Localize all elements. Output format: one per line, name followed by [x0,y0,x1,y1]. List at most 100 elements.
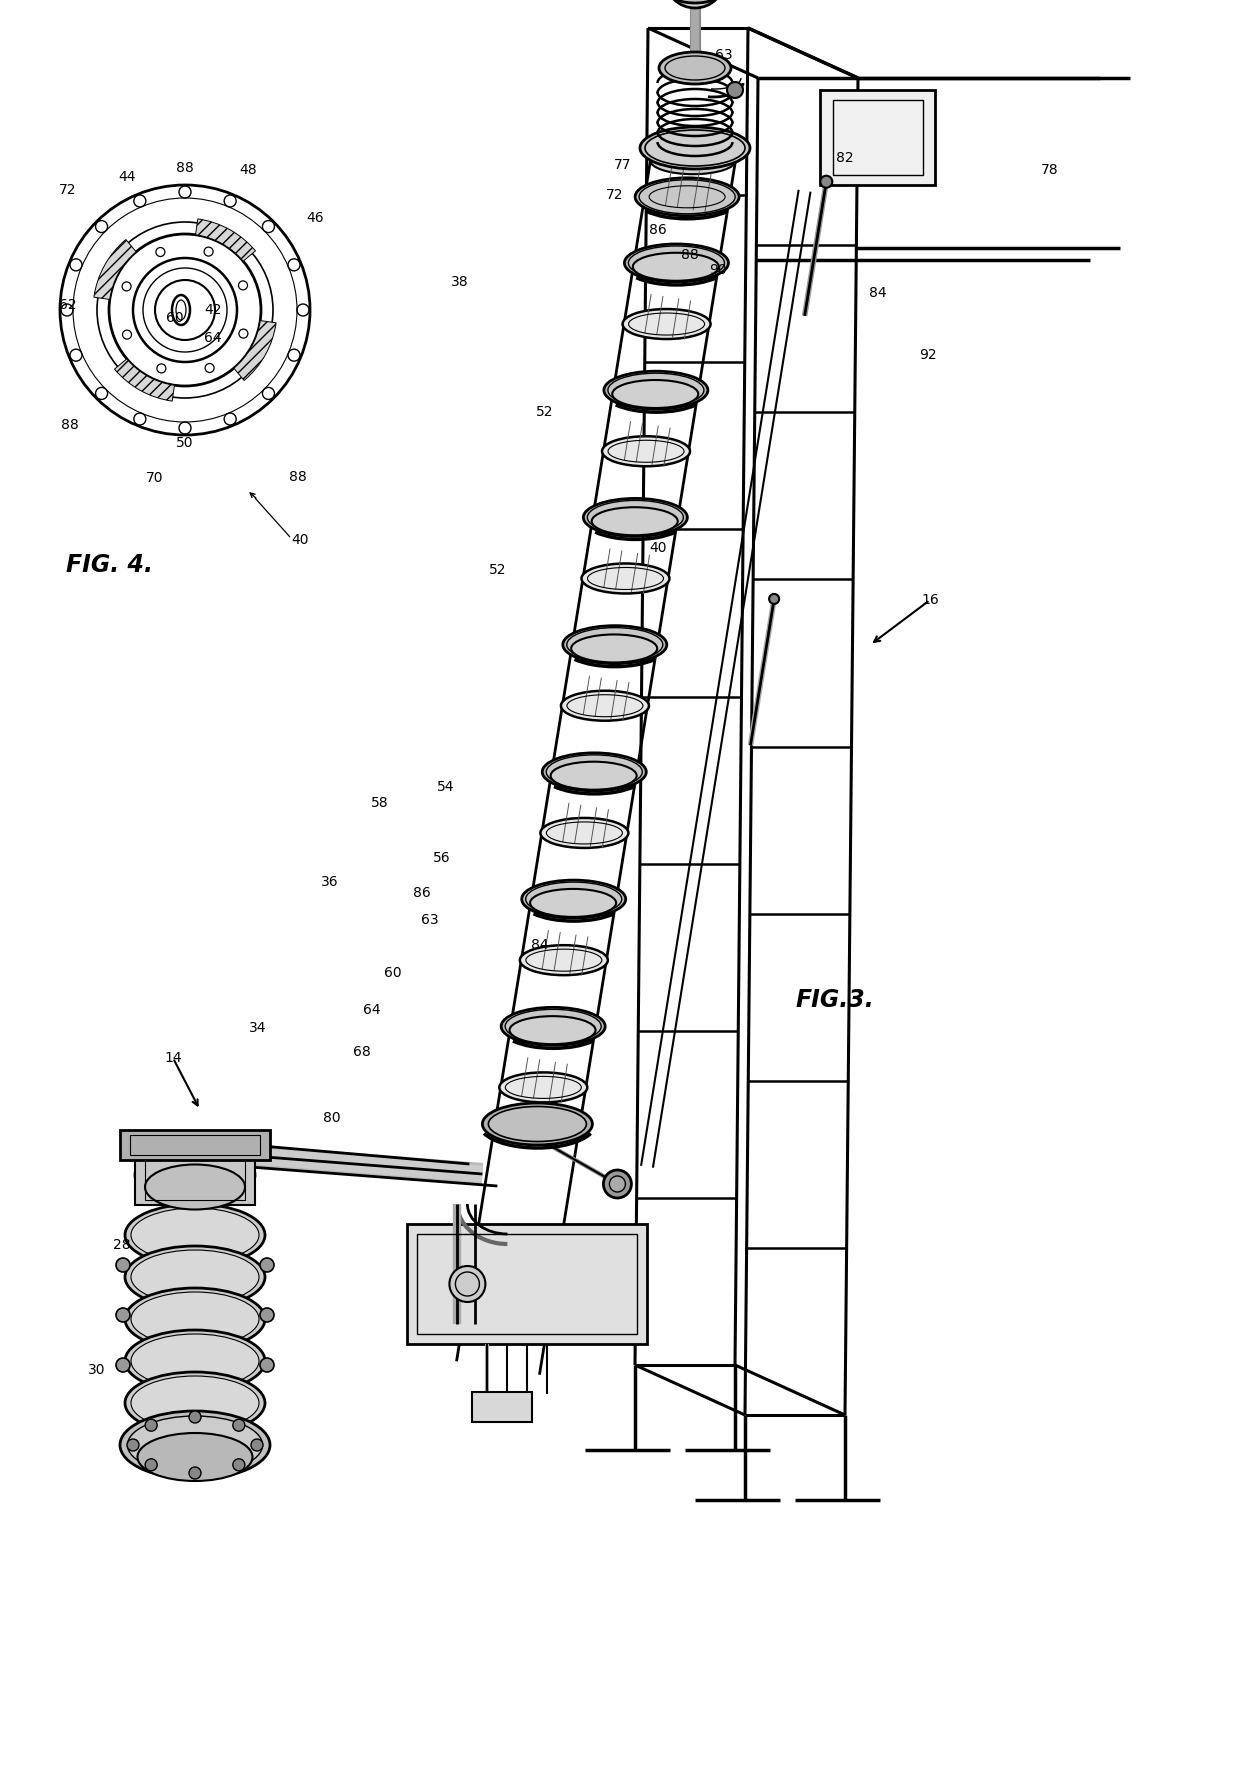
Text: 63: 63 [715,48,733,62]
Text: 36: 36 [321,876,339,890]
Ellipse shape [522,881,626,918]
Text: 63: 63 [422,913,439,927]
Bar [472,1392,532,1422]
Ellipse shape [131,1334,259,1389]
Text: 64: 64 [205,331,222,345]
Text: 48: 48 [239,163,257,177]
Ellipse shape [131,1376,259,1429]
Ellipse shape [505,1010,601,1044]
Text: 44: 44 [118,170,135,184]
Ellipse shape [125,1205,265,1267]
Ellipse shape [582,564,670,593]
Ellipse shape [632,253,719,281]
Ellipse shape [145,1164,246,1210]
Ellipse shape [141,1150,249,1201]
Ellipse shape [120,1412,270,1479]
Circle shape [821,175,832,188]
Ellipse shape [542,754,646,791]
Ellipse shape [645,129,745,166]
Ellipse shape [510,1015,595,1044]
Ellipse shape [520,945,608,975]
Wedge shape [196,219,255,262]
Text: 88: 88 [176,161,193,175]
Bar [120,1130,270,1160]
Text: 74: 74 [688,69,706,83]
Text: 82: 82 [836,150,854,165]
Ellipse shape [640,127,750,170]
Text: 88: 88 [289,471,306,485]
Text: 46: 46 [306,211,324,225]
Circle shape [188,1467,201,1479]
Circle shape [604,1169,631,1198]
Text: 40: 40 [291,532,309,547]
Ellipse shape [482,1104,593,1145]
Ellipse shape [625,244,728,281]
Bar [833,101,923,175]
Ellipse shape [582,564,670,593]
Ellipse shape [604,371,708,409]
Text: 52: 52 [536,405,554,419]
Text: 38: 38 [451,274,469,288]
Ellipse shape [125,1245,265,1307]
Bar [135,1155,255,1205]
Ellipse shape [603,437,689,467]
Ellipse shape [572,635,657,662]
Text: 64: 64 [363,1003,381,1017]
Ellipse shape [125,1330,265,1392]
Ellipse shape [588,501,683,534]
Text: 16: 16 [921,593,939,607]
Ellipse shape [131,1291,259,1346]
Circle shape [665,0,725,9]
Ellipse shape [526,883,621,916]
Circle shape [233,1419,244,1431]
Ellipse shape [560,690,649,720]
Ellipse shape [639,180,735,214]
Text: 86: 86 [413,886,430,900]
Ellipse shape [635,179,739,216]
Circle shape [117,1307,130,1321]
Circle shape [260,1258,274,1272]
Ellipse shape [583,499,687,536]
Ellipse shape [541,817,629,847]
Text: 62: 62 [60,297,77,311]
Text: 70: 70 [146,471,164,485]
Text: 84: 84 [869,287,887,301]
Text: 34: 34 [249,1021,267,1035]
Ellipse shape [613,380,698,409]
Text: 72: 72 [606,188,624,202]
Text: 40: 40 [650,541,667,555]
Text: 84: 84 [531,938,549,952]
Ellipse shape [500,1072,588,1102]
Ellipse shape [500,1072,588,1102]
Bar [408,1224,647,1344]
Text: 58: 58 [371,796,389,810]
Bar [820,90,935,186]
Circle shape [117,1359,130,1373]
Ellipse shape [563,626,667,663]
Ellipse shape [629,246,724,280]
Bar [130,1136,260,1155]
Ellipse shape [501,1007,605,1045]
Ellipse shape [608,373,704,407]
Text: 28: 28 [113,1238,130,1252]
Ellipse shape [135,1145,255,1205]
Bar [418,1235,637,1334]
Text: 80: 80 [324,1111,341,1125]
Text: 42: 42 [205,302,222,317]
Text: 88: 88 [681,248,699,262]
Ellipse shape [520,945,608,975]
Text: 56: 56 [433,851,451,865]
Ellipse shape [644,182,732,212]
Circle shape [609,1176,625,1192]
Text: 72: 72 [60,182,77,196]
Ellipse shape [529,888,616,916]
Text: 90: 90 [709,264,727,278]
Ellipse shape [591,508,678,536]
Ellipse shape [125,1288,265,1350]
Ellipse shape [125,1373,265,1435]
Bar [145,1160,246,1199]
Text: 88: 88 [61,417,79,432]
Ellipse shape [138,1433,253,1481]
Text: 92: 92 [919,348,936,363]
Ellipse shape [670,0,720,4]
